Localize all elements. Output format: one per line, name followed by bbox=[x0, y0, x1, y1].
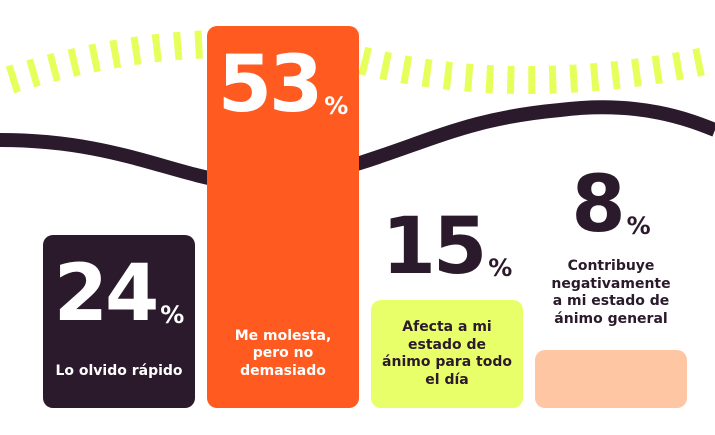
value-unit: % bbox=[324, 92, 349, 121]
value-unit: % bbox=[160, 301, 185, 330]
bar-column: 15% Afecta a mi estado de ánimo para todo… bbox=[371, 208, 523, 408]
value-number: 8 bbox=[571, 160, 625, 251]
value-number: 53 bbox=[217, 40, 324, 131]
category-label: Contribuye negativamente a mi estado de … bbox=[551, 258, 671, 327]
bar bbox=[535, 350, 687, 408]
category-label: Afecta a mi estado de ánimo para todo el… bbox=[382, 319, 512, 388]
bar-column: 24% Lo olvido rápido bbox=[43, 235, 195, 408]
value-number: 15 bbox=[381, 202, 488, 292]
bar-column: 8% Contribuye negativamente a mi estado d… bbox=[535, 166, 687, 408]
value-label: 24% bbox=[54, 255, 185, 333]
value-label: 8% bbox=[571, 166, 650, 244]
value-unit: % bbox=[488, 254, 513, 282]
bar: 53% Me molesta, pero no demasiado bbox=[207, 26, 359, 408]
bar-column: 53% Me molesta, pero no demasiado bbox=[207, 26, 359, 408]
value-unit: % bbox=[626, 212, 651, 241]
value-label: 53% bbox=[218, 46, 349, 124]
category-label: Lo olvido rápido bbox=[55, 362, 183, 379]
bar: 24% Lo olvido rápido bbox=[43, 235, 195, 408]
value-number: 24 bbox=[53, 249, 160, 340]
value-label: 15% bbox=[382, 208, 513, 286]
category-label: Me molesta, pero no demasiado bbox=[234, 327, 332, 379]
wave bbox=[0, 100, 715, 192]
bar: Afecta a mi estado de ánimo para todo el… bbox=[371, 300, 523, 408]
lime-stripes bbox=[5, 30, 713, 94]
